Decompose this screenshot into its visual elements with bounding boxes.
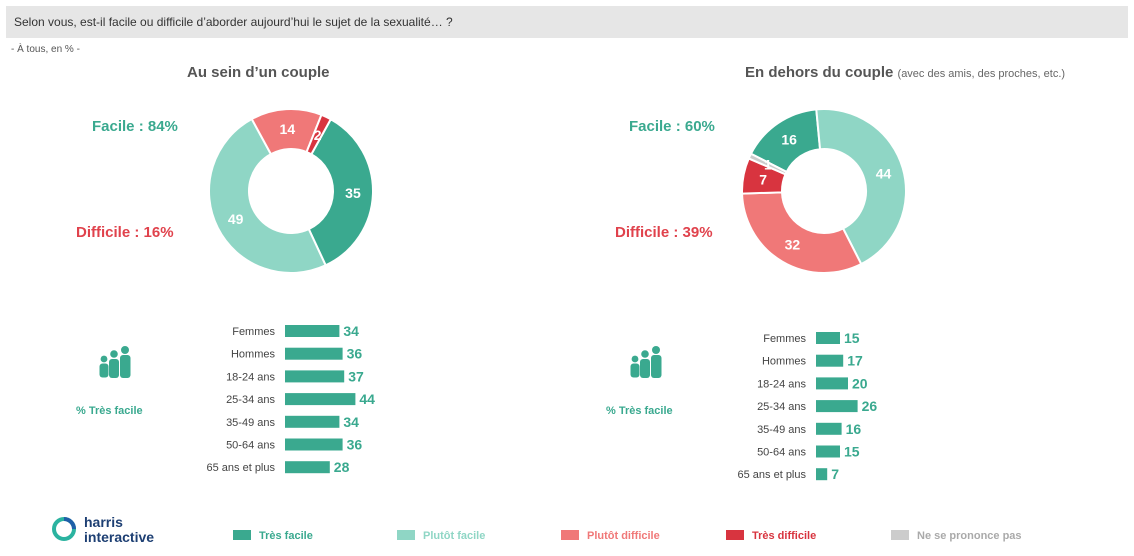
bar-value-label: 34 (343, 414, 359, 430)
bar-chart-couple: Femmes 34 Hommes 36 18-24 ans 37 25-34 ans 44 35… (207, 323, 376, 475)
legend-swatch (891, 530, 909, 540)
donut-chart-hors-couple: 16 44 32 71 (741, 108, 907, 274)
legend-item-tres-facile: Très facile (233, 530, 313, 542)
bar-value-label: 15 (844, 330, 860, 346)
donut-slice-label: 2 (314, 127, 322, 143)
bar (285, 325, 340, 337)
donut-slice-label: 16 (781, 132, 797, 148)
legend-swatch (397, 530, 415, 540)
bar-category-label: Femmes (763, 333, 806, 345)
legend-label: Très facile (259, 530, 313, 542)
tres-facile-label-hors-couple: % Très facile (606, 405, 673, 417)
bar-value-label: 37 (348, 368, 364, 384)
bar (816, 400, 858, 413)
bar (285, 347, 343, 360)
bar-chart-hors-couple: Femmes 15 Hommes 17 18-24 ans 20 25-34 ans 26 35… (738, 330, 878, 482)
bar (285, 438, 343, 451)
bar-category-label: 65 ans et plus (738, 469, 807, 481)
donut-slice-label: 35 (345, 185, 361, 201)
donut-slice (208, 117, 327, 274)
donut-slice-label: 7 (759, 171, 767, 187)
panel-title-hors-couple: En dehors du couple (avec des amis, des … (745, 64, 1065, 81)
bar (816, 354, 844, 367)
bar-value-label: 16 (846, 421, 862, 437)
panel-title-couple: Au sein d’un couple (187, 64, 330, 81)
bar (285, 393, 356, 406)
donut-slice (741, 191, 863, 274)
question-bar: Selon vous, est-il facile ou difficile d… (6, 6, 1128, 38)
harris-interactive-logo: harris interactive (52, 514, 154, 545)
donut-chart-couple: 35 49 14 2 (208, 108, 374, 274)
legend-label: Ne se prononce pas (917, 530, 1022, 542)
bar-value-label: 34 (343, 323, 359, 339)
bar-category-label: Hommes (762, 356, 807, 368)
bar-value-label: 36 (347, 346, 363, 362)
logo-line-1: harris (84, 514, 123, 530)
donut-slice (307, 117, 374, 267)
bar-category-label: 35-49 ans (757, 424, 806, 436)
legend-swatch (561, 530, 579, 540)
bar (816, 332, 840, 344)
legend-item-nspp: Ne se prononce pas (891, 530, 1022, 542)
panel-title-hors-couple-text: En dehors du couple (745, 64, 894, 81)
donut-slice-label: 14 (280, 121, 296, 137)
bar (816, 468, 828, 481)
difficile-total-couple: Difficile : 16% (76, 224, 174, 241)
legend-item-plutot-facile: Plutôt facile (397, 530, 485, 542)
legend-swatch (726, 530, 744, 540)
bar-category-label: 50-64 ans (226, 440, 275, 452)
tres-facile-label-couple: % Très facile (76, 405, 143, 417)
bar (816, 377, 848, 390)
facile-total-couple: Facile : 84% (92, 118, 178, 135)
bar-value-label: 36 (347, 437, 363, 453)
panel-title-couple-text: Au sein d’un couple (187, 64, 330, 81)
bar-value-label: 20 (852, 375, 868, 391)
legend-item-tres-difficile: Très difficile (726, 530, 816, 542)
people-icon (99, 346, 131, 378)
donut-slice-label: 1 (764, 157, 772, 173)
bar-category-label: 18-24 ans (757, 378, 806, 390)
donut-slice-label: 49 (228, 211, 244, 227)
bar-category-label: 50-64 ans (757, 447, 806, 459)
bar-category-label: 25-34 ans (226, 394, 275, 406)
donut-slice (815, 108, 907, 266)
bar (816, 445, 840, 458)
bar (816, 422, 842, 435)
people-icon (630, 346, 662, 378)
bar-value-label: 26 (862, 398, 878, 414)
bar-category-label: 25-34 ans (757, 401, 806, 413)
bar-value-label: 15 (844, 444, 860, 460)
bar-value-label: 28 (334, 459, 350, 475)
logo-line-2: interactive (84, 529, 154, 545)
difficile-total-hors-couple: Difficile : 39% (615, 224, 713, 241)
bar-category-label: 65 ans et plus (207, 462, 276, 474)
donut-slice (305, 113, 333, 156)
panel-subtitle-hors-couple: (avec des amis, des proches, etc.) (897, 68, 1066, 80)
bar-category-label: 35-49 ans (226, 417, 275, 429)
donut-slice-label: 44 (876, 166, 892, 182)
legend-swatch (233, 530, 251, 540)
facile-total-hors-couple: Facile : 60% (629, 118, 715, 135)
legend-label: Plutôt facile (423, 530, 486, 542)
bar-value-label: 7 (831, 466, 839, 482)
bar-category-label: 18-24 ans (226, 371, 275, 383)
basis-note: - À tous, en % - (11, 44, 80, 55)
legend-item-plutot-difficile: Plutôt difficile (561, 530, 660, 542)
bar-category-label: Hommes (231, 349, 276, 361)
bar-category-label: Femmes (232, 326, 275, 338)
bar (285, 415, 340, 428)
donut-slice-label: 32 (785, 236, 801, 252)
donut-slice (747, 152, 788, 176)
legend-label: Plutôt difficile (587, 530, 660, 542)
legend-label: Très difficile (752, 530, 817, 542)
bar-value-label: 44 (359, 391, 375, 407)
bar (285, 461, 330, 474)
bar-value-label: 17 (847, 353, 863, 369)
bar (285, 370, 345, 383)
